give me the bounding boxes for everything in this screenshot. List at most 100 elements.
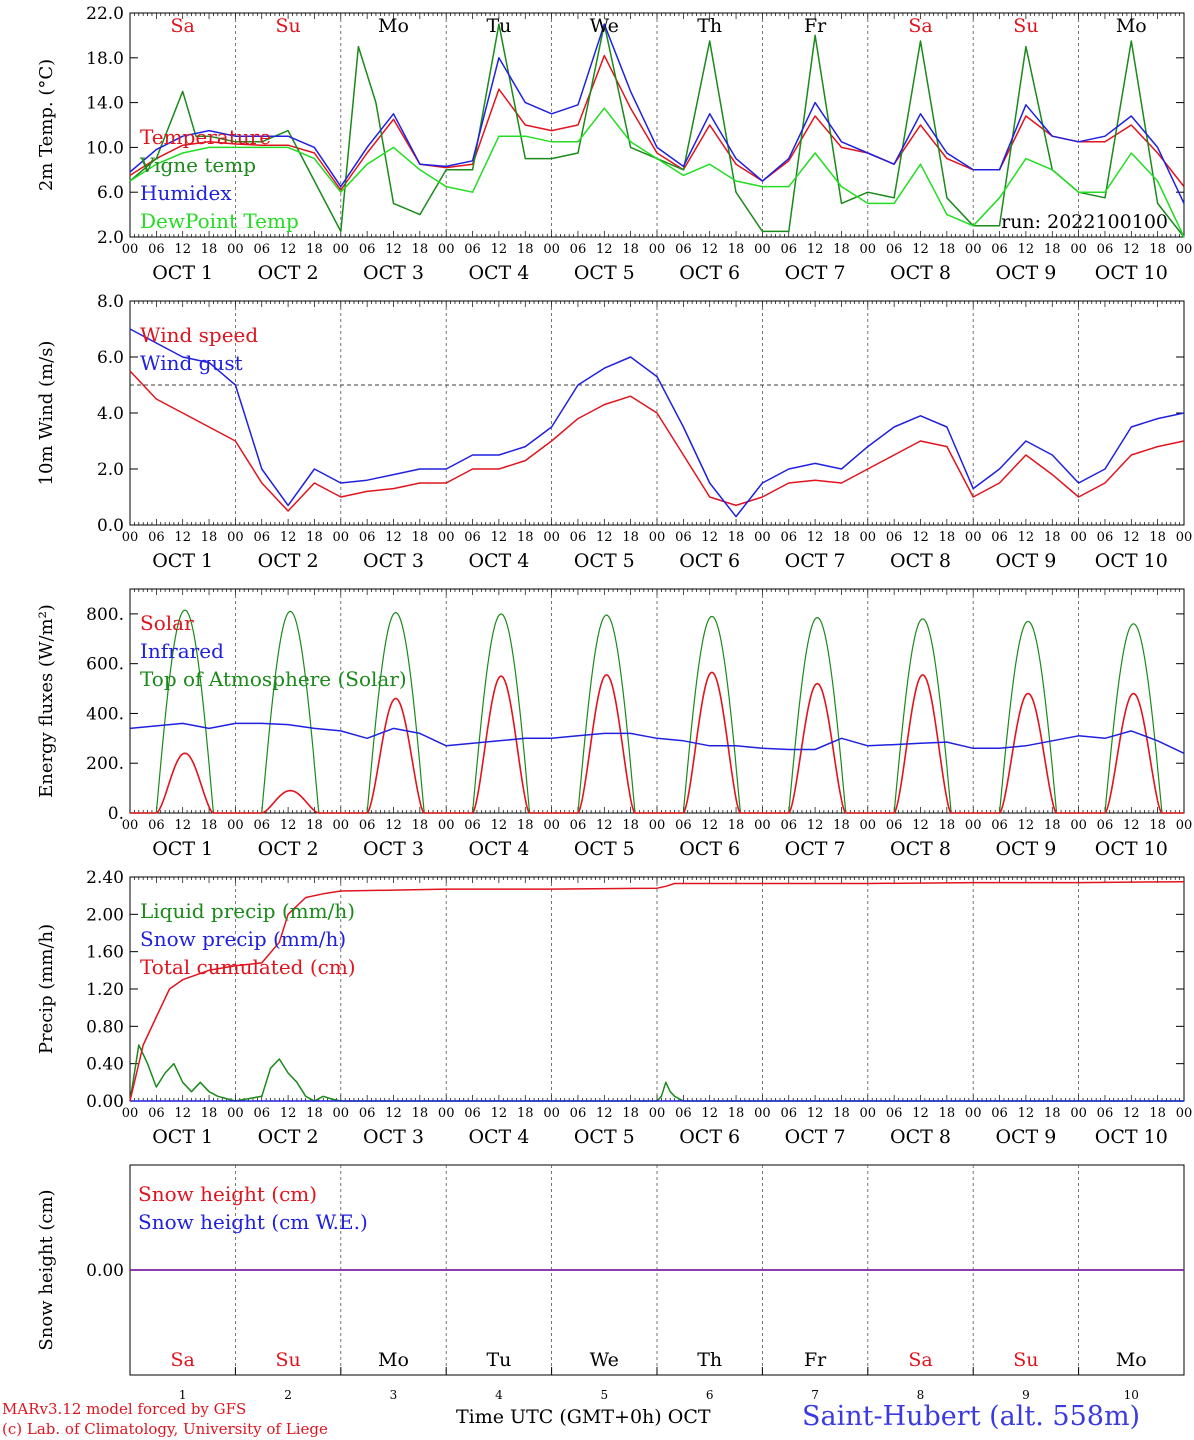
y-tick-label: 0.00 <box>86 1092 124 1112</box>
day-number-label: 8 <box>917 1388 925 1402</box>
hour-tick-label: 06 <box>570 1106 587 1121</box>
y-tick-label: 1.20 <box>86 980 124 1000</box>
hour-tick-label: 06 <box>991 242 1008 257</box>
day-number-label: 3 <box>390 1388 398 1402</box>
date-label: OCT 9 <box>995 1126 1056 1148</box>
y-tick-label: 6.0 <box>97 183 124 203</box>
hour-tick-label: 06 <box>148 242 165 257</box>
date-label: OCT 2 <box>258 838 319 860</box>
date-label: OCT 5 <box>574 550 635 572</box>
hour-tick-label: 18 <box>939 1106 956 1121</box>
hour-tick-label: 18 <box>728 242 745 257</box>
date-label: OCT 2 <box>258 550 319 572</box>
y-tick-label: 0.40 <box>86 1055 124 1075</box>
weekday-label: Fr <box>804 15 827 37</box>
legend-entry: DewPoint Temp <box>140 209 299 233</box>
x-axis-title: Time UTC (GMT+0h) OCT <box>456 1406 711 1428</box>
hour-tick-label: 12 <box>1018 1106 1035 1121</box>
date-label: OCT 9 <box>995 838 1056 860</box>
hour-tick-label: 18 <box>517 818 534 833</box>
y-tick-label: 2.40 <box>86 868 124 888</box>
hour-tick-label: 06 <box>253 530 270 545</box>
hour-tick-label: 06 <box>359 530 376 545</box>
weekday-label: Th <box>697 1349 722 1371</box>
y-tick-label: 2.00 <box>86 905 124 925</box>
run-label: run: 2022100100 <box>1001 211 1168 233</box>
date-label: OCT 8 <box>890 1126 951 1148</box>
hour-tick-label: 00 <box>227 242 244 257</box>
series-line <box>129 328 1185 518</box>
hour-tick-label: 00 <box>438 818 455 833</box>
hour-tick-label: 12 <box>385 818 402 833</box>
hour-tick-label: 00 <box>965 818 982 833</box>
legend-entry: Snow precip (mm/h) <box>140 927 346 951</box>
hour-tick-label: 00 <box>122 1106 139 1121</box>
hour-tick-label: 00 <box>649 1106 666 1121</box>
hour-tick-label: 06 <box>1097 818 1114 833</box>
weekday-label: Sa <box>171 1349 195 1371</box>
series-solar <box>130 671 1184 814</box>
hour-tick-label: 06 <box>780 1106 797 1121</box>
hour-tick-label: 12 <box>385 530 402 545</box>
hour-tick-label: 00 <box>122 530 139 545</box>
hour-tick-label: 00 <box>227 530 244 545</box>
hour-tick-label: 00 <box>860 530 877 545</box>
date-label: OCT 4 <box>468 838 529 860</box>
hour-tick-label: 12 <box>807 242 824 257</box>
hour-tick-label: 00 <box>754 818 771 833</box>
date-label: OCT 1 <box>152 262 213 284</box>
hour-tick-label: 18 <box>728 530 745 545</box>
hour-tick-label: 06 <box>148 1106 165 1121</box>
hour-tick-label: 18 <box>622 818 639 833</box>
hour-tick-label: 00 <box>860 242 877 257</box>
weekday-label: Su <box>275 15 300 37</box>
hour-tick-label: 12 <box>385 242 402 257</box>
hour-tick-label: 00 <box>860 1106 877 1121</box>
day-number-label: 4 <box>495 1388 503 1402</box>
legend-entry: Snow height (cm W.E.) <box>138 1210 368 1234</box>
hour-tick-label: 18 <box>306 242 323 257</box>
hour-tick-label: 12 <box>701 1106 718 1121</box>
hour-tick-label: 12 <box>1018 818 1035 833</box>
date-label: OCT 8 <box>890 550 951 572</box>
day-number-label: 6 <box>706 1388 714 1402</box>
hour-tick-label: 06 <box>1097 1106 1114 1121</box>
hour-tick-label: 18 <box>1149 242 1166 257</box>
date-label: OCT 3 <box>363 1126 424 1148</box>
hour-tick-label: 12 <box>912 818 929 833</box>
hour-tick-label: 12 <box>1123 1106 1140 1121</box>
hour-tick-label: 12 <box>1018 530 1035 545</box>
y-tick-label: 10.0 <box>86 138 124 158</box>
hour-tick-label: 06 <box>570 818 587 833</box>
hour-tick-label: 00 <box>649 818 666 833</box>
hour-tick-label: 18 <box>833 530 850 545</box>
hour-tick-label: 00 <box>754 1106 771 1121</box>
hour-tick-label: 18 <box>939 530 956 545</box>
legend-entry: Vigne temp <box>139 153 256 177</box>
hour-tick-label: 18 <box>1044 818 1061 833</box>
hour-tick-label: 06 <box>886 818 903 833</box>
y-tick-label: 22.0 <box>86 4 124 24</box>
hour-tick-label: 06 <box>991 1106 1008 1121</box>
series-line <box>129 107 1185 238</box>
hour-tick-label: 18 <box>201 818 218 833</box>
date-label: OCT 7 <box>785 550 846 572</box>
hour-tick-label: 00 <box>860 818 877 833</box>
weekday-label: Sa <box>908 15 932 37</box>
series-line <box>129 370 1185 512</box>
hour-tick-label: 00 <box>1070 242 1087 257</box>
hour-tick-label: 18 <box>833 818 850 833</box>
hour-tick-label: 00 <box>1176 530 1193 545</box>
hour-tick-label: 00 <box>227 818 244 833</box>
hour-tick-label: 12 <box>491 242 508 257</box>
hour-tick-label: 12 <box>807 818 824 833</box>
hour-tick-label: 06 <box>464 818 481 833</box>
hour-tick-label: 18 <box>517 242 534 257</box>
y-tick-label: 1.60 <box>86 943 124 963</box>
hour-tick-label: 18 <box>1044 530 1061 545</box>
station-label: Saint-Hubert (alt. 558m) <box>802 1401 1141 1432</box>
hour-tick-label: 06 <box>148 530 165 545</box>
hour-tick-label: 18 <box>1149 1106 1166 1121</box>
panel-2: 00 06 12 18 00 06 12 18 00 06 12 18 00 06 12 18 00 06 12 18… <box>36 292 1192 572</box>
